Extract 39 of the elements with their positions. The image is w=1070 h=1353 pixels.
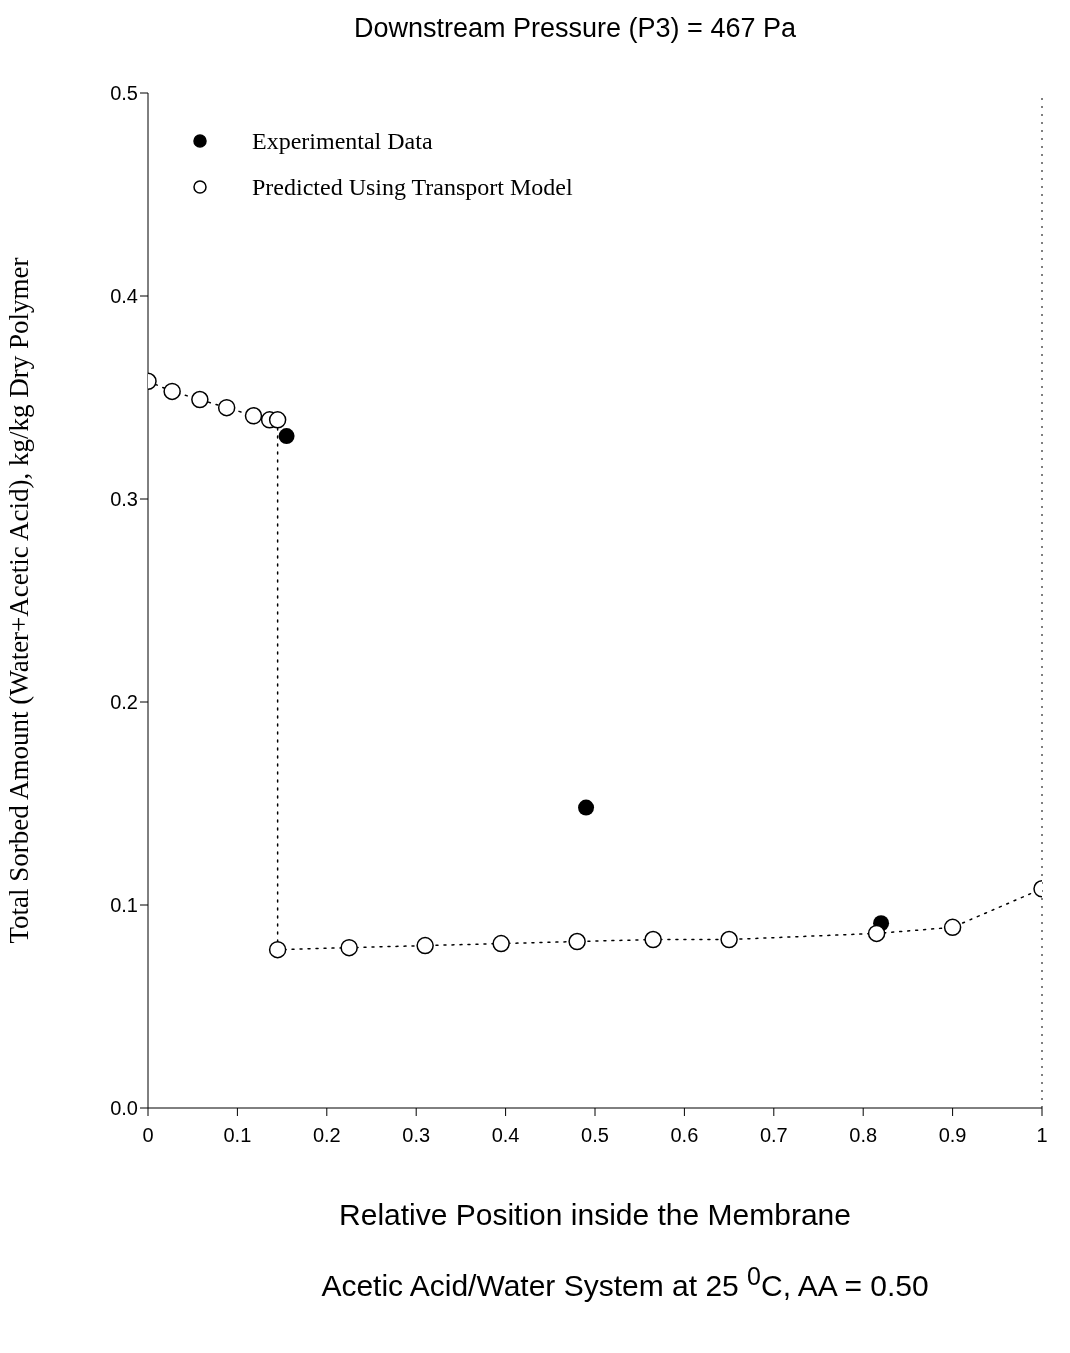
y-tick-label: 0.1 xyxy=(110,894,138,917)
point xyxy=(644,930,662,949)
x-tick-label: 0.9 xyxy=(938,1124,967,1147)
point xyxy=(244,407,263,425)
x-tick-label: 0.7 xyxy=(759,1124,788,1147)
x-tick-label: 0 xyxy=(142,1124,154,1147)
point xyxy=(416,936,434,955)
point xyxy=(720,930,738,949)
y-tick-label: 0.0 xyxy=(110,1097,138,1120)
x-tick-label: 0.1 xyxy=(223,1124,252,1147)
x-tick-label: 1 xyxy=(1036,1124,1048,1147)
point xyxy=(163,382,181,401)
chart-title: Downstream Pressure (P3) = 467 Pa xyxy=(353,12,797,45)
point xyxy=(492,934,510,953)
point xyxy=(217,398,236,417)
point xyxy=(268,940,287,959)
x-tick-label: 0.3 xyxy=(402,1124,431,1147)
y-tick-label: 0.2 xyxy=(110,691,138,714)
x-tick-label: 0.4 xyxy=(491,1124,520,1147)
point xyxy=(278,428,295,445)
point xyxy=(943,918,962,937)
y-tick-label: 0.4 xyxy=(110,285,138,308)
legend-label: Predicted Using Transport Model xyxy=(252,173,573,202)
point xyxy=(568,932,586,951)
point xyxy=(340,938,358,957)
legend-label: Experimental Data xyxy=(252,127,433,156)
x-tick-label: 0.2 xyxy=(312,1124,341,1147)
point xyxy=(867,924,886,943)
point xyxy=(578,799,595,816)
y-tick-label: 0.3 xyxy=(110,488,138,511)
x-tick-label: 0.8 xyxy=(849,1124,878,1147)
point xyxy=(191,390,209,409)
x-tick-label: 0.6 xyxy=(670,1124,699,1147)
x-tick-label: 0.5 xyxy=(581,1124,609,1147)
x-axis-title: Relative Position inside the Membrane xyxy=(338,1198,852,1232)
point xyxy=(268,411,287,429)
y-tick-label: 0.5 xyxy=(110,82,138,105)
text: Acetic Acid/Water System at 25 $^{0}$C, AA = 0.50 xyxy=(320,1262,930,1303)
y-axis-title: Total Sorbed Amount (Water+Acetic Acid), kg/kg Dry Polymer xyxy=(3,257,34,944)
